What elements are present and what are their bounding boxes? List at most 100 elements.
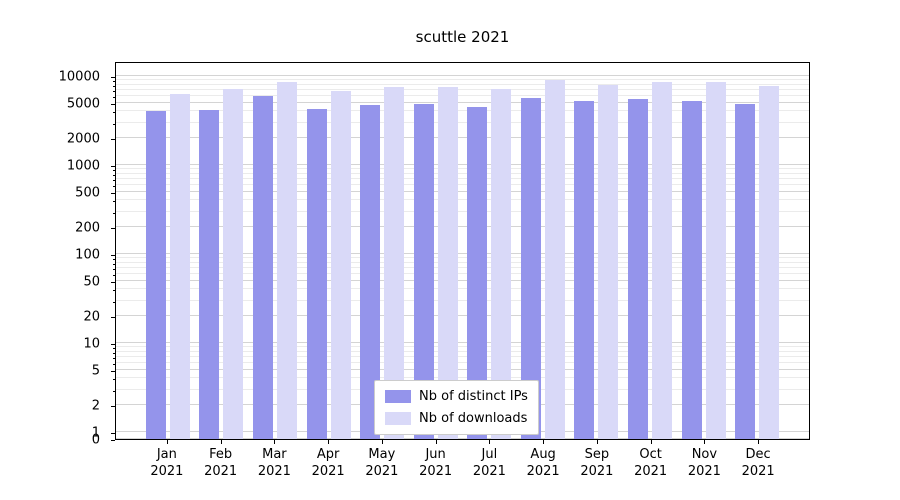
bar-group-jun <box>409 63 463 439</box>
y-axis-labels: 0 1 2 5 10 20 50 100 200 500 1000 2000 5000 10000 <box>0 62 110 447</box>
bar-distinct-ips-jan <box>145 111 166 439</box>
x-tick-mark <box>758 440 760 444</box>
x-label-month: May <box>368 447 396 462</box>
bar-group-feb <box>195 63 249 439</box>
major-gridline <box>116 101 809 103</box>
y-tick-mark <box>111 228 115 230</box>
y-tick-mark <box>111 139 115 141</box>
y-tick-label: 5 <box>91 363 100 379</box>
bar-distinct-ips-apr <box>306 108 327 439</box>
y-tick-label: 5000 <box>66 96 100 112</box>
x-label-month: Jan <box>156 447 177 462</box>
x-label-month: Oct <box>639 447 662 462</box>
x-label-year: 2021 <box>365 464 399 479</box>
x-label-year: 2021 <box>419 464 453 479</box>
minor-gridline <box>116 121 809 123</box>
y-minor-tick-mark <box>113 263 115 265</box>
y-minor-tick-mark <box>113 357 115 359</box>
x-label-year: 2021 <box>311 464 345 479</box>
minor-gridline <box>116 88 809 90</box>
bar-downloads-jul <box>491 88 512 439</box>
x-tick-label-sep: Sep 2021 <box>570 446 624 480</box>
minor-gridline <box>116 257 809 259</box>
y-tick-mark <box>111 370 115 372</box>
minor-gridline <box>116 210 809 212</box>
bar-group-mar <box>248 63 302 439</box>
minor-gridline <box>116 199 809 201</box>
x-label-year: 2021 <box>204 464 238 479</box>
minor-gridline <box>116 377 809 379</box>
x-label-month: Jul <box>481 447 498 462</box>
legend-label-downloads: Nb of downloads <box>419 411 528 426</box>
legend-swatch-downloads <box>385 412 411 425</box>
minor-gridline <box>116 110 809 112</box>
bar-group-dec <box>730 63 784 439</box>
y-minor-tick-mark <box>113 179 115 181</box>
x-label-year: 2021 <box>741 464 775 479</box>
major-gridline <box>116 253 809 254</box>
major-gridline <box>116 164 809 165</box>
minor-gridline <box>116 350 809 352</box>
bar-downloads-jan <box>169 93 190 439</box>
x-tick-mark <box>166 440 168 444</box>
bar-distinct-ips-oct <box>627 99 648 439</box>
y-tick-mark <box>111 344 115 345</box>
y-minor-tick-mark <box>113 174 115 176</box>
x-tick-mark <box>274 440 276 444</box>
chart-title: scuttle 2021 <box>415 28 510 46</box>
y-minor-tick-mark <box>113 363 115 365</box>
y-minor-tick-mark <box>113 274 115 276</box>
legend-swatch-distinct-ips <box>385 390 411 403</box>
x-tick-mark <box>596 440 598 444</box>
major-gridline <box>116 315 809 317</box>
minor-gridline <box>116 172 809 174</box>
x-tick-mark <box>650 440 652 444</box>
bar-distinct-ips-sep <box>574 101 595 439</box>
y-tick-label: 1 <box>91 425 100 441</box>
x-tick-mark <box>220 440 222 444</box>
x-tick-label-feb: Feb 2021 <box>194 446 248 480</box>
bar-downloads-feb <box>223 89 244 439</box>
y-tick-label: 500 <box>75 185 100 201</box>
legend-item-downloads: Nb of downloads <box>385 411 528 426</box>
x-label-year: 2021 <box>150 464 184 479</box>
bar-distinct-ips-aug <box>520 98 541 439</box>
bar-downloads-jun <box>437 86 458 439</box>
bar-distinct-ips-jul <box>467 106 488 439</box>
bar-downloads-may <box>384 87 405 439</box>
y-tick-label: 0 <box>91 432 100 448</box>
major-gridline <box>116 342 809 343</box>
bar-group-oct <box>623 63 677 439</box>
x-label-year: 2021 <box>634 464 668 479</box>
major-gridline <box>116 75 809 76</box>
y-tick-mark <box>111 255 115 256</box>
minor-gridline <box>116 261 809 263</box>
x-tick-label-jun: Jun 2021 <box>409 446 463 480</box>
minor-gridline <box>116 177 809 179</box>
x-tick-mark <box>435 440 437 444</box>
y-minor-tick-mark <box>113 390 115 392</box>
minor-gridline <box>116 79 809 81</box>
bar-group-aug <box>516 63 570 439</box>
bar-distinct-ips-jun <box>413 104 434 439</box>
x-label-year: 2021 <box>687 464 721 479</box>
x-tick-label-dec: Dec 2021 <box>731 446 785 480</box>
legend-label-distinct-ips: Nb of distinct IPs <box>419 389 528 404</box>
y-minor-tick-mark <box>113 123 115 125</box>
y-minor-tick-mark <box>113 112 115 114</box>
bar-distinct-ips-mar <box>252 96 273 439</box>
y-minor-tick-mark <box>113 170 115 172</box>
x-tick-label-may: May 2021 <box>355 446 409 480</box>
x-tick-label-jul: Jul 2021 <box>463 446 517 480</box>
y-minor-tick-mark <box>113 185 115 187</box>
x-tick-label-apr: Apr 2021 <box>301 446 355 480</box>
y-tick-mark <box>111 317 115 319</box>
x-label-year: 2021 <box>580 464 614 479</box>
bar-group-apr <box>302 63 356 439</box>
y-minor-tick-mark <box>113 348 115 350</box>
bar-downloads-oct <box>651 81 672 439</box>
y-minor-tick-mark <box>113 96 115 98</box>
major-gridline <box>116 137 809 139</box>
y-tick-mark <box>111 166 115 167</box>
